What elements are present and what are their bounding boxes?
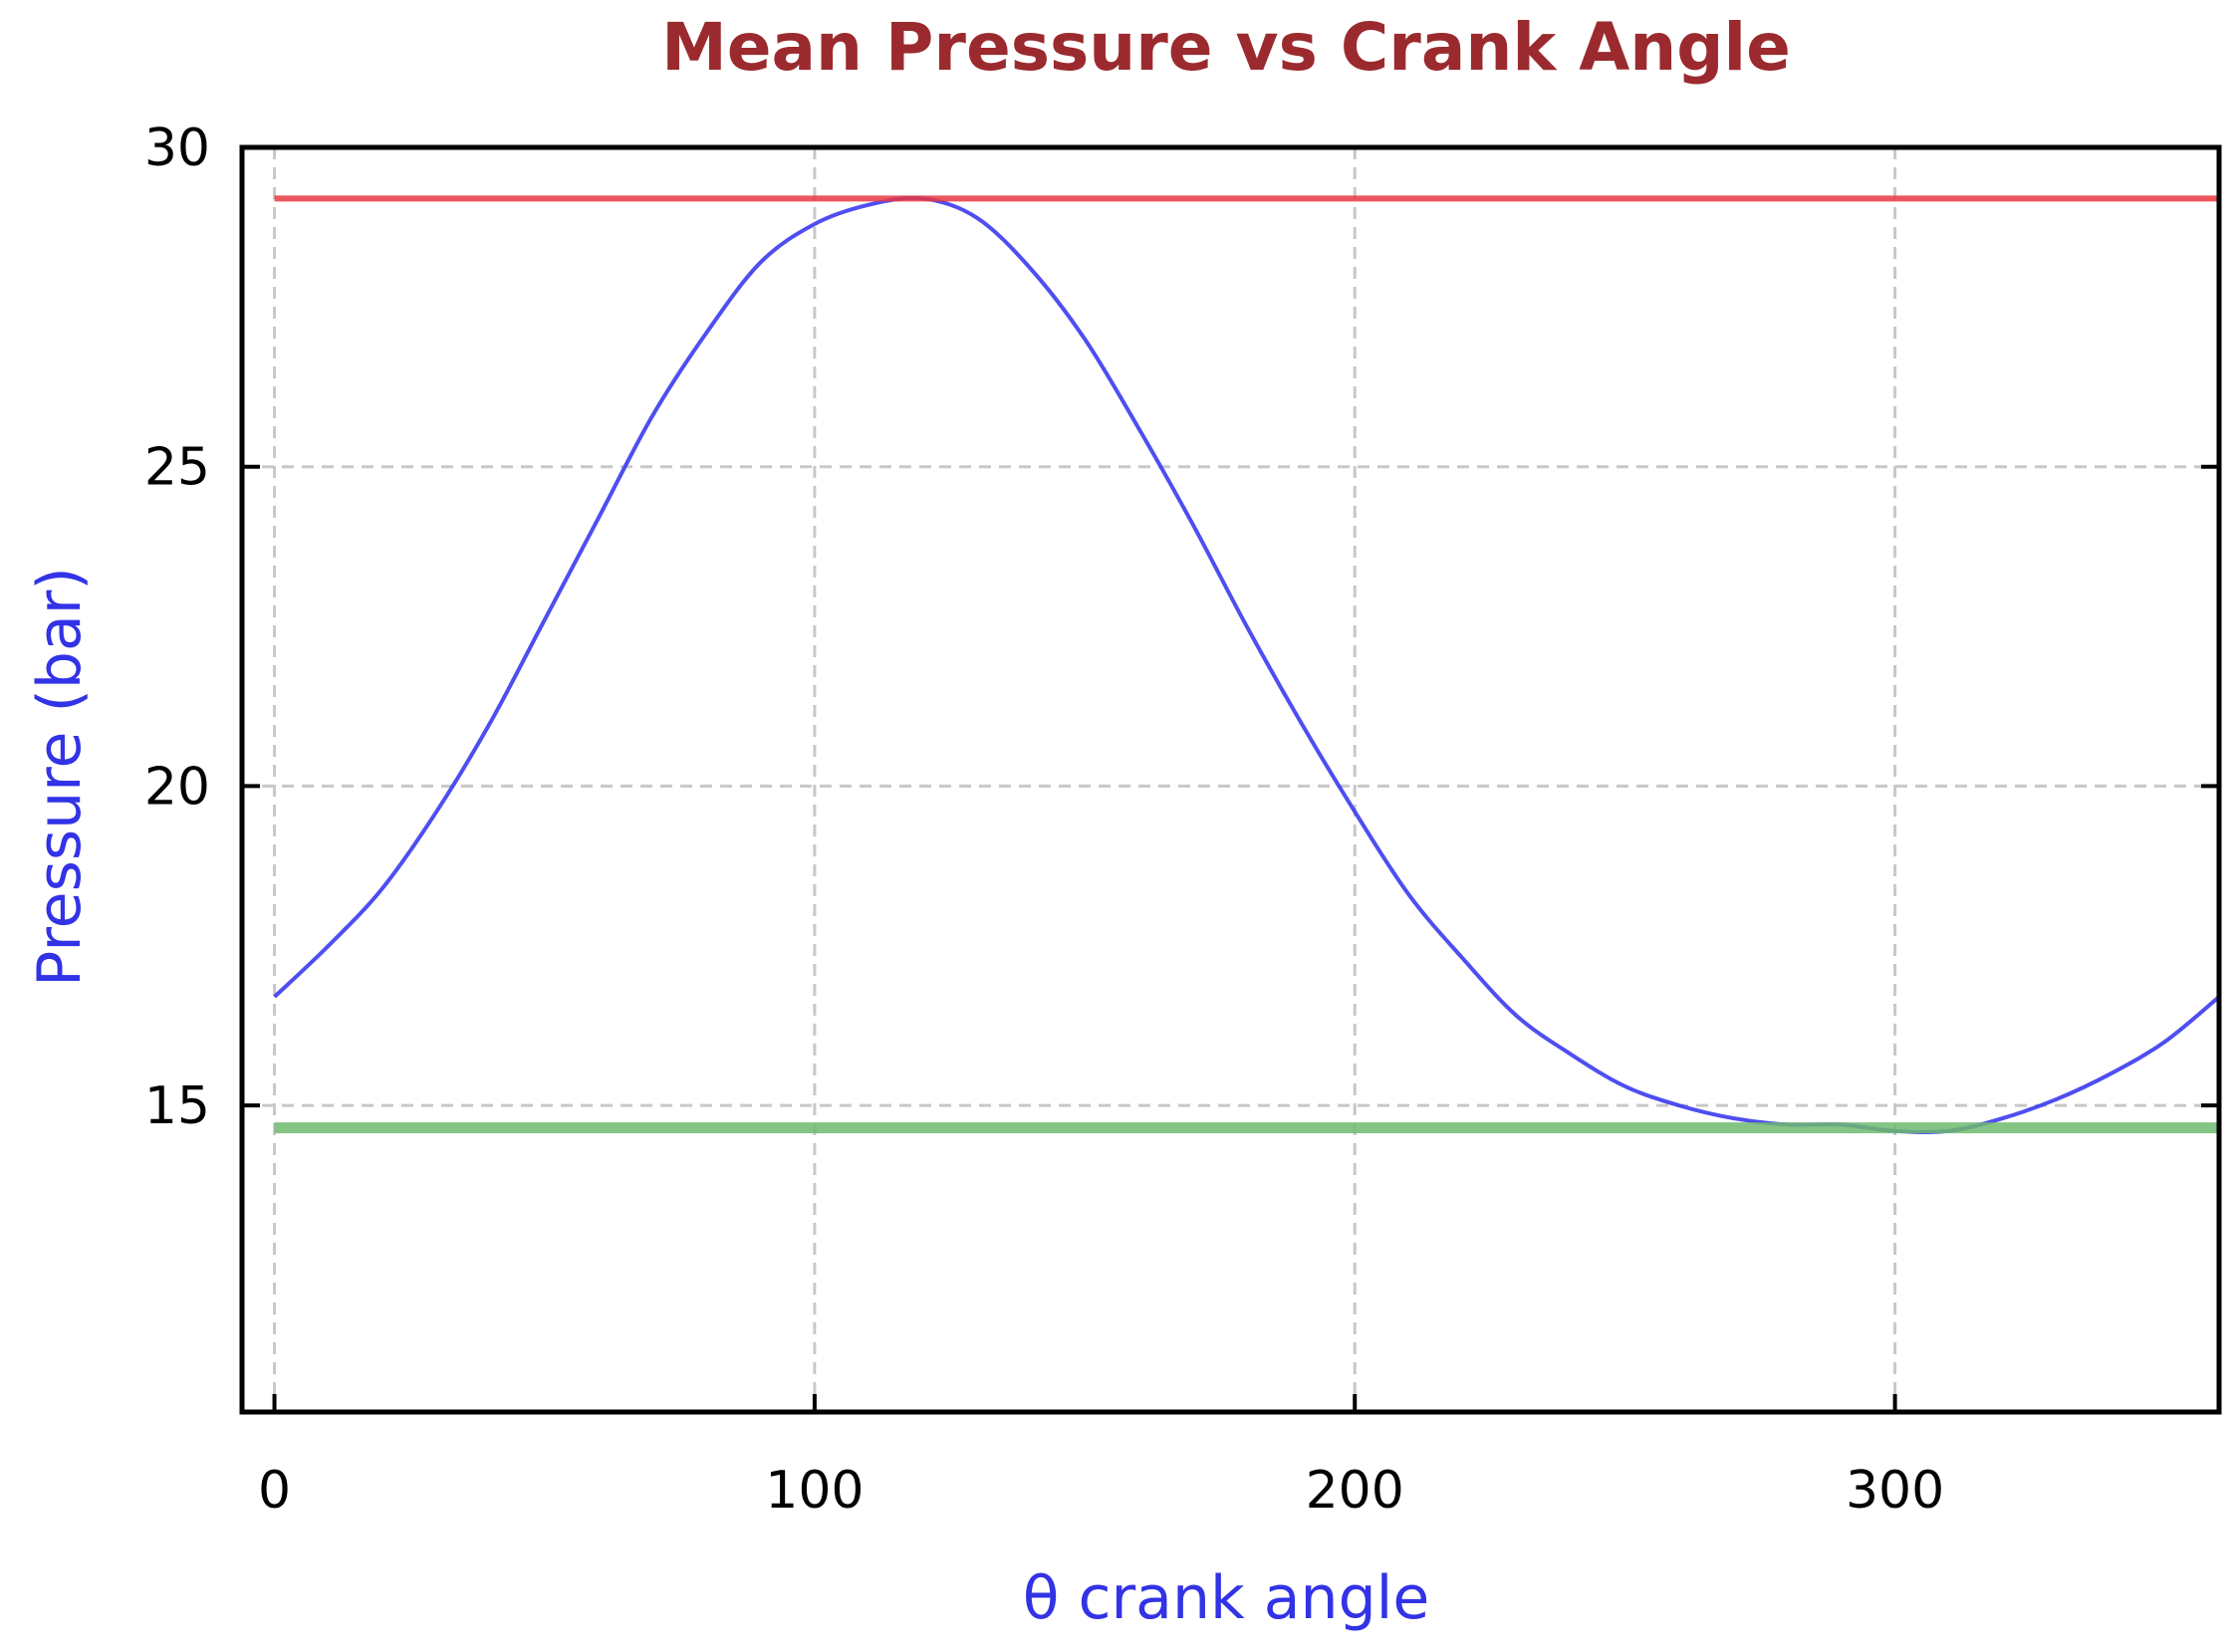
y-tick-label: 30 [144,118,210,178]
tick-layer: 0 100 200 300 15 20 25 30 [144,118,2219,1521]
y-tick-label: 15 [144,1076,210,1136]
series-line-1 [273,195,2221,1135]
y-tick-label: 25 [144,438,210,498]
x-tick-label: 200 [1306,1461,1404,1521]
grid-layer [242,145,2219,1412]
x-tick-label: 300 [1846,1461,1944,1521]
x-tick-label: 100 [765,1461,864,1521]
x-tick-label: 0 [258,1461,291,1521]
y-axis-title: Pressure (bar) [25,567,95,987]
x-axis-title: θ crank angle [1023,1563,1430,1633]
series-layer [273,195,2221,1135]
y-tick-label: 20 [144,757,210,817]
plot-frame [239,144,2222,1415]
chart-title: Mean Pressure vs Crank Angle [661,9,1791,86]
